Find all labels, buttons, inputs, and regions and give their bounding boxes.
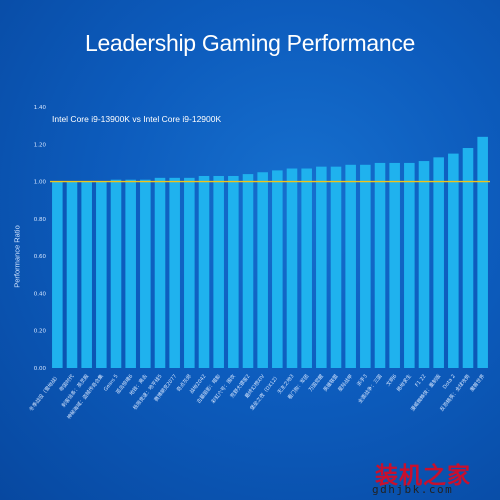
watermark-text: 装机之家 [375, 463, 471, 489]
x-category-label: 文明6 [385, 373, 399, 388]
bar [404, 162, 415, 368]
bar [257, 172, 268, 368]
bar [81, 181, 92, 368]
bar [301, 168, 312, 368]
bar [228, 175, 239, 368]
bar [52, 181, 63, 368]
bar [96, 181, 107, 368]
bar [418, 161, 430, 368]
bar [477, 136, 488, 368]
bar [154, 177, 166, 368]
y-tick-label: 0.00 [34, 366, 47, 372]
bar [242, 174, 254, 368]
x-category-label: 杀手3 [355, 373, 369, 388]
bar [316, 166, 327, 368]
y-tick-label: 1.20 [34, 142, 47, 148]
y-tick-label: 1.40 [34, 105, 47, 111]
bar [213, 175, 224, 368]
y-tick-label: 0.40 [34, 291, 47, 297]
bar [433, 157, 444, 368]
chart-subtitle: Intel Core i9-13900K vs Intel Core i9-12… [52, 114, 222, 124]
bar [272, 170, 283, 368]
chart-title: Leadership Gaming Performance [84, 30, 416, 56]
y-tick-label: 1.00 [34, 180, 47, 186]
bar [462, 148, 474, 368]
bar [286, 168, 298, 368]
watermark-url: gdhjbk.com [372, 483, 454, 496]
x-category-label: F1 22 [414, 374, 427, 389]
x-category-label: 绝地求生 [395, 373, 413, 393]
y-axis-ticks: 0.00 0.20 0.40 0.60 0.80 1.00 1.20 1.40 [34, 105, 47, 372]
y-tick-label: 0.80 [34, 217, 47, 223]
bar [345, 164, 356, 368]
bar [66, 181, 78, 368]
bar [389, 162, 400, 368]
y-tick-label: 0.20 [34, 329, 47, 335]
bar [125, 179, 136, 368]
bar [360, 164, 371, 368]
bar [169, 177, 180, 368]
x-category-label: 冬季战役（雪地战） [28, 373, 61, 413]
y-tick-label: 0.60 [34, 254, 47, 260]
bar [448, 153, 459, 368]
bar [110, 179, 122, 368]
bar [140, 179, 151, 368]
bar [184, 177, 195, 368]
bar [374, 162, 386, 368]
x-category-label: 魔兽世界 [468, 373, 486, 393]
x-category-label: 星际战甲 [336, 373, 354, 393]
bar [198, 175, 210, 368]
bars [52, 136, 488, 368]
bar [330, 166, 342, 368]
